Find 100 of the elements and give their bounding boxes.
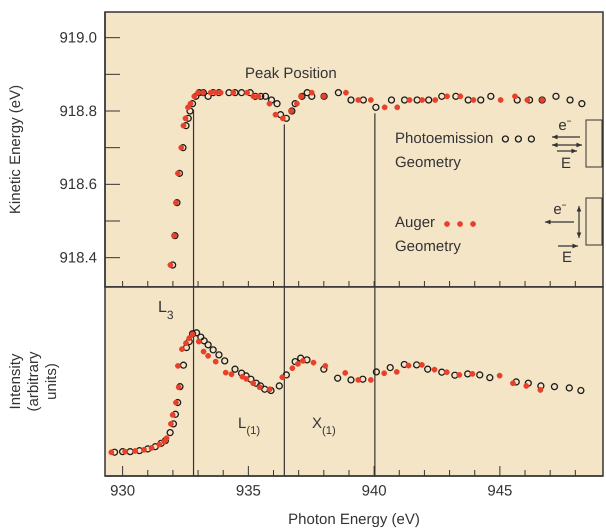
point	[141, 446, 147, 453]
point	[257, 92, 264, 100]
point	[372, 104, 380, 111]
point	[272, 112, 278, 118]
point	[566, 384, 573, 392]
point	[452, 92, 460, 100]
point	[289, 365, 296, 372]
point	[244, 90, 250, 96]
annotation: e⁻	[553, 201, 567, 218]
point	[218, 90, 224, 96]
annotation: L$_{(1)}$	[238, 415, 260, 437]
point	[578, 100, 586, 108]
point	[183, 340, 189, 346]
point	[256, 93, 262, 100]
point	[250, 380, 256, 386]
point	[173, 400, 179, 406]
point	[368, 377, 374, 383]
point	[451, 372, 458, 379]
point	[268, 96, 276, 104]
point	[456, 372, 462, 378]
text: L$_{3}$	[158, 299, 174, 322]
point	[212, 358, 219, 364]
point	[175, 363, 181, 369]
point	[152, 443, 159, 450]
point	[400, 360, 408, 368]
point	[550, 383, 558, 390]
point	[498, 97, 504, 103]
point	[180, 362, 188, 369]
point	[512, 378, 520, 386]
point	[148, 445, 154, 451]
annotation: e⁻	[558, 117, 572, 134]
point	[413, 96, 421, 104]
point	[487, 92, 494, 100]
point	[300, 358, 306, 364]
point	[512, 93, 518, 100]
point	[188, 100, 194, 107]
point	[222, 370, 229, 376]
point	[250, 93, 256, 100]
point	[552, 92, 560, 100]
x-tick-label: 940	[362, 482, 387, 500]
legend-label: Photoemission Geometry	[395, 130, 494, 171]
annotation: E	[562, 249, 572, 266]
x-axis-title: Photon Energy (eV)	[288, 511, 420, 528]
x-tick-label: 935	[236, 482, 261, 500]
point	[295, 361, 301, 367]
point	[537, 387, 544, 393]
point	[444, 93, 450, 100]
point	[132, 448, 138, 454]
point	[514, 96, 521, 104]
point	[381, 370, 388, 376]
point	[310, 360, 316, 366]
point	[294, 100, 300, 107]
y-tick-label: 918.4	[59, 249, 97, 266]
point	[126, 448, 134, 456]
point	[464, 96, 472, 104]
point	[486, 374, 494, 382]
point	[182, 115, 188, 122]
point	[444, 369, 450, 376]
point	[343, 90, 349, 96]
point	[136, 447, 144, 454]
point	[170, 412, 176, 418]
point	[524, 97, 530, 103]
point	[438, 92, 446, 100]
point	[388, 96, 396, 104]
point	[496, 372, 503, 379]
point	[204, 341, 212, 348]
point	[230, 90, 236, 96]
point	[470, 97, 476, 103]
point	[400, 96, 408, 104]
point	[279, 374, 286, 380]
point	[168, 420, 174, 427]
point	[368, 97, 374, 103]
point	[320, 366, 328, 373]
point	[168, 262, 174, 268]
point	[266, 100, 272, 107]
point	[406, 97, 412, 103]
point	[176, 170, 184, 177]
y-axis-title: Kinetic Energy (eV)	[7, 84, 24, 214]
point	[282, 371, 290, 379]
point	[334, 374, 342, 382]
point	[292, 100, 299, 108]
point	[424, 366, 432, 373]
point	[334, 89, 342, 96]
point	[186, 107, 194, 115]
point	[372, 368, 380, 376]
point	[282, 114, 290, 122]
point	[247, 376, 255, 383]
point	[347, 376, 355, 384]
point	[342, 370, 348, 376]
point	[412, 361, 420, 369]
point	[212, 90, 219, 96]
point	[204, 92, 212, 100]
point	[261, 386, 268, 393]
point	[470, 371, 476, 377]
point	[297, 354, 304, 362]
point	[221, 357, 228, 365]
y-tick-label: 918.8	[59, 102, 97, 120]
point	[304, 89, 311, 96]
point	[386, 364, 394, 372]
point	[464, 370, 472, 378]
